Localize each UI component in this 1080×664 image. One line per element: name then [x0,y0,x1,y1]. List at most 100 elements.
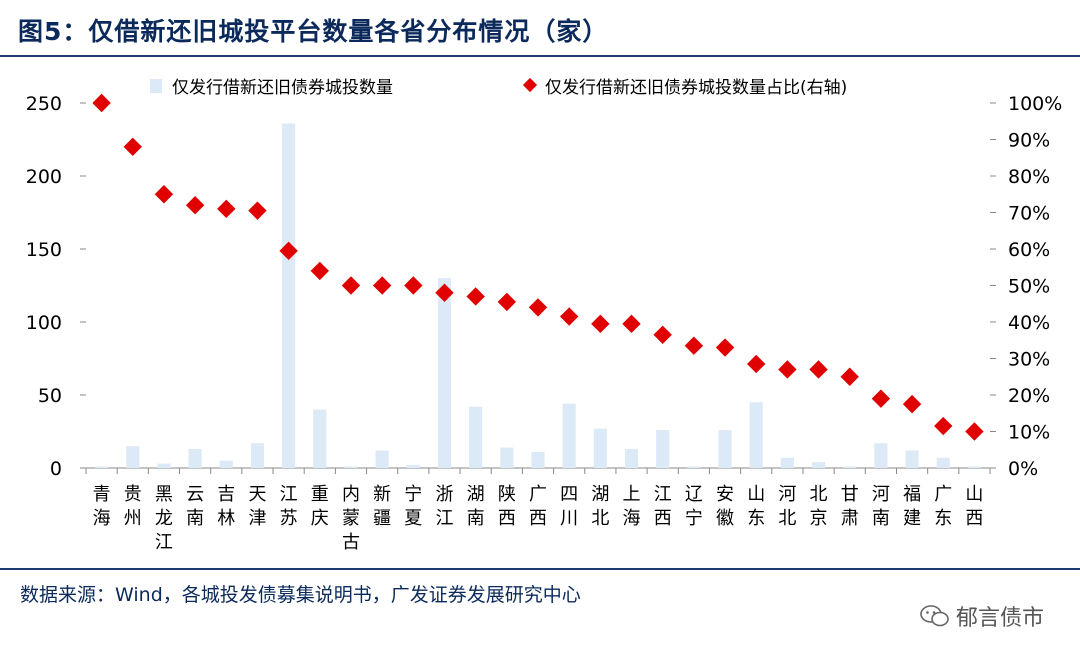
category-label-2: 黑龙江 [155,484,173,553]
legend-label-marker: 仅发行借新还旧债券城投数量占比(右轴) [545,78,847,98]
bar-16 [593,428,607,468]
bar-0 [95,466,109,468]
category-label-26: 福建 [903,484,921,529]
y-right-tick-label: 80% [1008,166,1050,188]
y-right-tick-label: 20% [1008,385,1050,407]
marker-7 [310,261,329,281]
category-label-12: 湖南 [467,484,485,529]
category-label-3: 云南 [186,484,204,529]
bar-15 [562,403,576,468]
bar-2 [157,463,171,468]
marker-22 [778,360,797,379]
bar-25 [874,443,888,468]
wechat-icon [920,605,949,627]
bar-23 [812,462,826,468]
legend-label-bar: 仅发行借新还旧债券城投数量 [172,78,393,98]
marker-21 [747,354,766,374]
category-label-22: 河北 [778,484,796,529]
watermark: 郁言债市 [920,600,1044,632]
category-label-0: 青海 [93,484,111,529]
category-label-17: 上海 [623,484,641,529]
category-label-24: 甘肃 [841,484,859,529]
bar-21 [749,402,763,468]
marker-0 [92,93,111,113]
y-right-tick-label: 70% [1008,203,1050,225]
y-left-tick-label: 250 [26,93,62,115]
y-left-tick-label: 50 [38,385,62,407]
marker-24 [840,367,859,386]
y-right-tick-label: 90% [1008,130,1050,152]
category-label-21: 山东 [747,484,765,529]
bar-4 [219,460,233,468]
marker-25 [871,389,891,408]
marker-17 [622,314,641,334]
marker-13 [497,292,517,312]
marker-4 [217,199,236,219]
category-label-14: 广西 [529,484,547,529]
category-label-1: 贵州 [124,484,142,529]
chart-title: 图5：仅借新还旧城投平台数量各省分布情况（家） [18,17,609,46]
bar-7 [313,409,327,468]
category-label-25: 河南 [872,484,890,529]
marker-2 [154,185,174,204]
watermark-text: 郁言债市 [955,606,1044,631]
y-right-tick-label: 100% [1008,93,1062,115]
marker-20 [715,338,735,357]
marker-19 [684,336,704,355]
bar-26 [905,450,919,468]
bar-27 [936,457,950,468]
chart-area: 仅发行借新还旧债券城投数量 仅发行借新还旧债券城投数量占比(右轴) 0 50 100 15… [26,77,1062,553]
marker-23 [809,360,828,379]
category-label-28: 山西 [965,484,983,529]
bar-1 [126,446,140,468]
category-label-11: 浙江 [435,484,453,529]
marker-15 [559,307,579,326]
marker-3 [185,196,205,215]
y-right-tick-label: 60% [1008,239,1050,261]
bar-14 [531,451,545,468]
marker-18 [653,325,672,344]
y-right-tick-label: 10% [1008,422,1050,444]
y-left-tick-label: 100 [26,312,62,334]
marker-26 [902,394,922,414]
category-label-9: 新疆 [373,484,391,529]
bar-8 [344,466,358,468]
marker-6 [279,241,298,261]
title-divider [0,55,1080,57]
marker-28 [965,422,984,441]
y-left-tick-label: 0 [50,458,62,480]
bar-18 [656,430,670,468]
category-label-5: 天津 [248,484,266,529]
source-divider [0,568,1080,570]
source-note: 数据来源：Wind，各城投发债募集说明书，广发证券发展研究中心 [20,584,581,606]
legend-marker-swatch [522,77,538,93]
marker-14 [528,298,548,317]
bar-5 [250,443,264,468]
marker-8 [341,276,361,295]
marker-9 [372,276,392,295]
category-label-13: 陕西 [498,484,516,529]
category-label-19: 辽宁 [685,484,703,529]
y-left-tick-label: 200 [26,166,62,188]
marker-16 [591,314,610,334]
y-right-tick-label: 40% [1008,312,1050,334]
bar-19 [687,466,701,468]
bar-3 [188,449,202,468]
marker-12 [466,287,485,306]
marker-27 [934,416,953,436]
y-left-tick-label: 150 [26,239,62,261]
category-label-6: 江苏 [280,484,298,529]
category-label-7: 重庆 [311,484,329,529]
marker-10 [404,276,423,295]
marker-5 [248,201,267,220]
bar-13 [500,447,514,468]
category-label-20: 安徽 [716,484,734,529]
bar-9 [375,450,389,468]
bar-6 [282,123,296,468]
category-label-15: 四川 [560,484,578,529]
bar-28 [967,466,981,468]
category-label-10: 宁夏 [404,484,422,529]
marker-1 [123,137,142,156]
category-label-23: 北京 [810,484,828,529]
y-right-tick-label: 50% [1008,276,1050,298]
